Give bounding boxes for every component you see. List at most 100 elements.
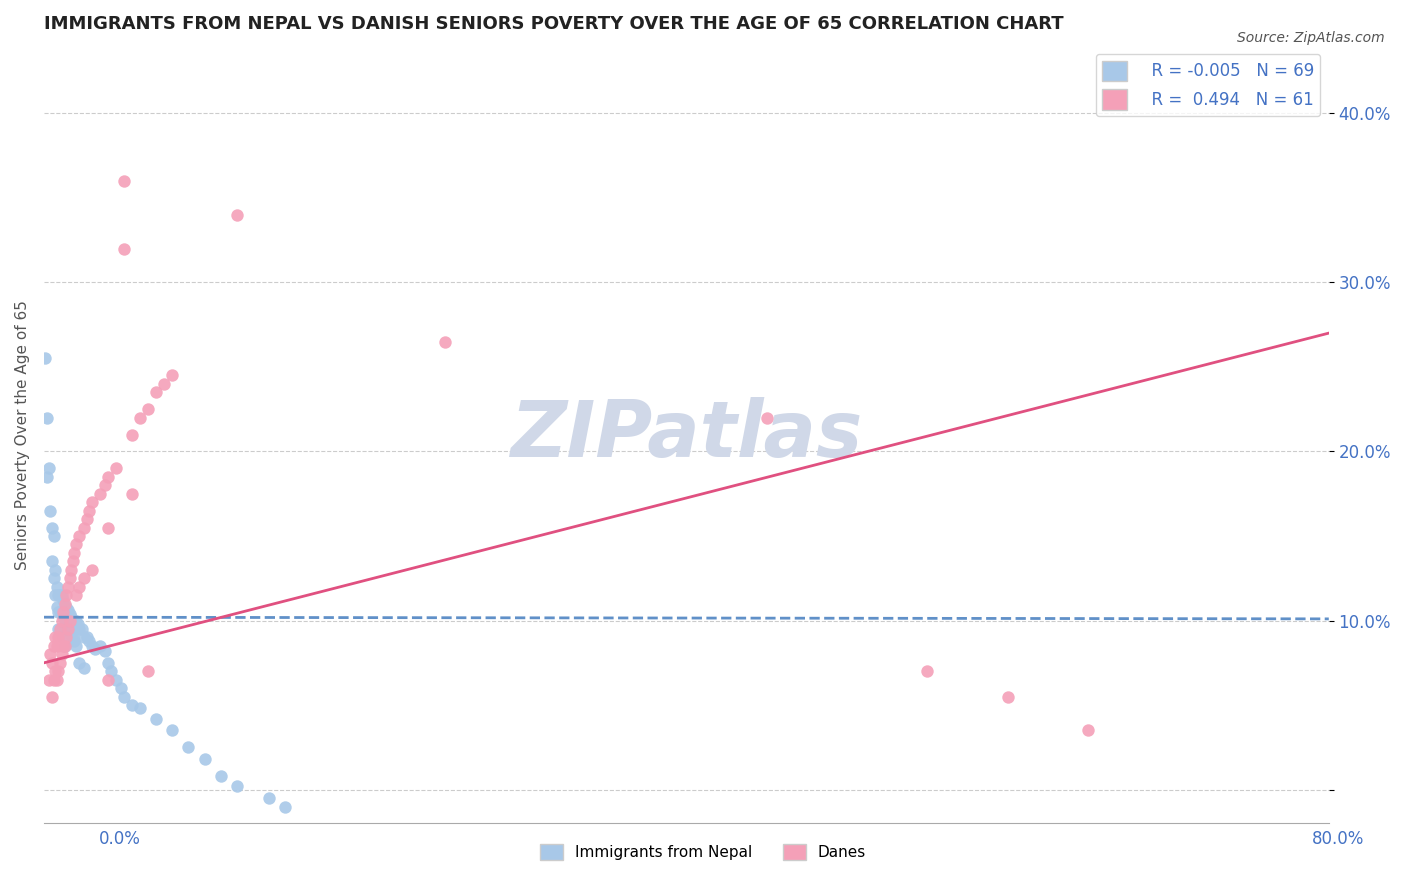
Point [41, 656, 63, 670]
Point [44, 588, 66, 602]
Point [274, 799, 297, 814]
Point [121, 487, 143, 501]
Point [49, 622, 72, 636]
Legend: Immigrants from Nepal, Danes: Immigrants from Nepal, Danes [534, 838, 872, 866]
Text: ZIPatlas: ZIPatlas [510, 397, 862, 473]
Point [42, 529, 65, 543]
Point [58, 571, 80, 585]
Point [145, 385, 167, 400]
Point [41, 554, 63, 568]
Point [51, 622, 73, 636]
Point [65, 537, 87, 551]
Point [56, 603, 79, 617]
Point [55, 600, 77, 615]
Point [52, 639, 75, 653]
Point [136, 665, 159, 679]
Point [225, 208, 247, 222]
Point [94, 644, 117, 658]
Point [67, 622, 90, 636]
Point [97, 470, 120, 484]
Point [41, 520, 63, 534]
Point [53, 616, 76, 631]
Point [39, 503, 62, 517]
Point [73, 520, 96, 534]
Point [129, 701, 152, 715]
Point [73, 631, 96, 645]
Point [76, 512, 98, 526]
Point [72, 622, 94, 636]
Point [46, 622, 69, 636]
Point [58, 614, 80, 628]
Point [46, 588, 69, 602]
Point [37, 470, 59, 484]
Point [66, 616, 89, 631]
Point [1077, 723, 1099, 738]
Point [37, 410, 59, 425]
Point [39, 648, 62, 662]
Point [55, 588, 77, 602]
Point [58, 624, 80, 638]
Point [62, 631, 84, 645]
Point [60, 563, 83, 577]
Point [65, 588, 87, 602]
Point [162, 368, 184, 383]
Y-axis label: Seniors Poverty Over the Age of 65: Seniors Poverty Over the Age of 65 [15, 300, 30, 569]
Point [53, 597, 76, 611]
Point [97, 656, 120, 670]
Point [105, 461, 128, 475]
Point [45, 639, 67, 653]
Point [45, 673, 67, 687]
Point [77, 633, 100, 648]
Point [129, 410, 152, 425]
Point [44, 631, 66, 645]
Point [44, 665, 66, 679]
Point [67, 580, 90, 594]
Point [80, 639, 103, 653]
Text: 80.0%: 80.0% [1312, 830, 1364, 847]
Point [45, 580, 67, 594]
Point [112, 174, 135, 188]
Point [67, 656, 90, 670]
Point [89, 487, 111, 501]
Point [97, 520, 120, 534]
Text: 0.0%: 0.0% [98, 830, 141, 847]
Point [53, 600, 76, 615]
Point [55, 616, 77, 631]
Point [60, 610, 83, 624]
Point [434, 334, 457, 349]
Point [63, 546, 86, 560]
Text: IMMIGRANTS FROM NEPAL VS DANISH SENIORS POVERTY OVER THE AGE OF 65 CORRELATION C: IMMIGRANTS FROM NEPAL VS DANISH SENIORS … [44, 15, 1063, 33]
Point [80, 495, 103, 509]
Point [53, 639, 76, 653]
Point [97, 673, 120, 687]
Point [177, 740, 200, 755]
Point [38, 673, 60, 687]
Point [105, 673, 128, 687]
Point [49, 622, 72, 636]
Point [63, 614, 86, 628]
Point [73, 661, 96, 675]
Text: Source: ZipAtlas.com: Source: ZipAtlas.com [1237, 31, 1385, 45]
Point [62, 614, 84, 628]
Point [58, 607, 80, 621]
Point [80, 563, 103, 577]
Point [65, 639, 87, 653]
Point [55, 631, 77, 645]
Point [136, 402, 159, 417]
Point [53, 639, 76, 653]
Point [42, 571, 65, 585]
Point [49, 656, 72, 670]
Point [997, 690, 1019, 704]
Point [63, 633, 86, 648]
Point [52, 631, 75, 645]
Point [112, 242, 135, 256]
Point [42, 639, 65, 653]
Point [62, 554, 84, 568]
Point [41, 690, 63, 704]
Point [46, 605, 69, 619]
Point [89, 639, 111, 653]
Point [51, 648, 73, 662]
Point [56, 622, 79, 636]
Point [915, 665, 938, 679]
Point [755, 410, 778, 425]
